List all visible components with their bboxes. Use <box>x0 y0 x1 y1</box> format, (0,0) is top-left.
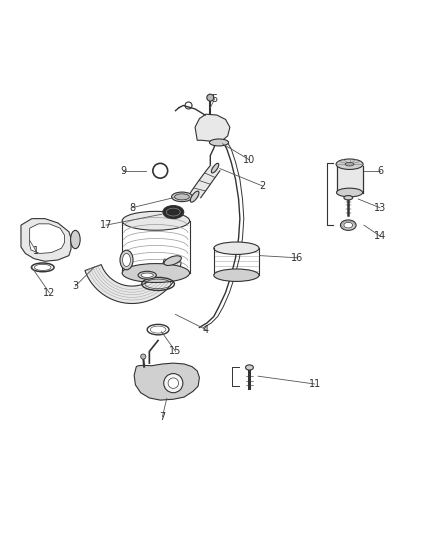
Polygon shape <box>188 166 220 198</box>
Ellipse shape <box>344 222 353 228</box>
Text: 9: 9 <box>120 166 126 176</box>
Ellipse shape <box>141 273 153 277</box>
Ellipse shape <box>246 365 253 370</box>
Ellipse shape <box>172 192 192 201</box>
Ellipse shape <box>340 220 356 230</box>
Text: 2: 2 <box>259 181 266 191</box>
Ellipse shape <box>120 250 133 270</box>
Ellipse shape <box>164 256 181 265</box>
Ellipse shape <box>336 188 363 197</box>
Ellipse shape <box>175 194 189 200</box>
Ellipse shape <box>163 206 184 219</box>
Text: 1: 1 <box>33 246 39 256</box>
Circle shape <box>168 378 179 389</box>
Text: 7: 7 <box>159 411 166 422</box>
Ellipse shape <box>345 163 354 166</box>
Circle shape <box>207 94 214 101</box>
Ellipse shape <box>191 191 199 202</box>
Ellipse shape <box>212 163 219 173</box>
Circle shape <box>164 374 183 393</box>
Text: 10: 10 <box>244 155 256 165</box>
Ellipse shape <box>123 254 131 266</box>
Text: 4: 4 <box>203 325 209 335</box>
Polygon shape <box>134 363 199 400</box>
Ellipse shape <box>71 230 80 249</box>
Ellipse shape <box>122 212 190 230</box>
Ellipse shape <box>214 242 259 254</box>
Polygon shape <box>195 114 230 141</box>
Polygon shape <box>30 224 64 254</box>
Ellipse shape <box>122 264 190 282</box>
Text: 17: 17 <box>100 220 112 230</box>
Text: 3: 3 <box>72 281 78 291</box>
Text: 12: 12 <box>43 288 56 297</box>
Text: 13: 13 <box>374 203 386 213</box>
Text: 11: 11 <box>309 379 321 389</box>
Text: 8: 8 <box>129 203 135 213</box>
Ellipse shape <box>214 269 259 281</box>
Ellipse shape <box>336 159 363 169</box>
Ellipse shape <box>344 196 353 200</box>
Polygon shape <box>85 259 181 303</box>
Circle shape <box>141 354 146 359</box>
Ellipse shape <box>138 271 156 279</box>
Ellipse shape <box>209 139 229 146</box>
Text: 5: 5 <box>212 94 218 104</box>
Text: 15: 15 <box>170 346 182 357</box>
Text: 14: 14 <box>374 231 386 241</box>
Text: 6: 6 <box>377 166 383 176</box>
Polygon shape <box>21 219 71 261</box>
Text: 16: 16 <box>291 253 304 263</box>
Polygon shape <box>336 166 363 192</box>
